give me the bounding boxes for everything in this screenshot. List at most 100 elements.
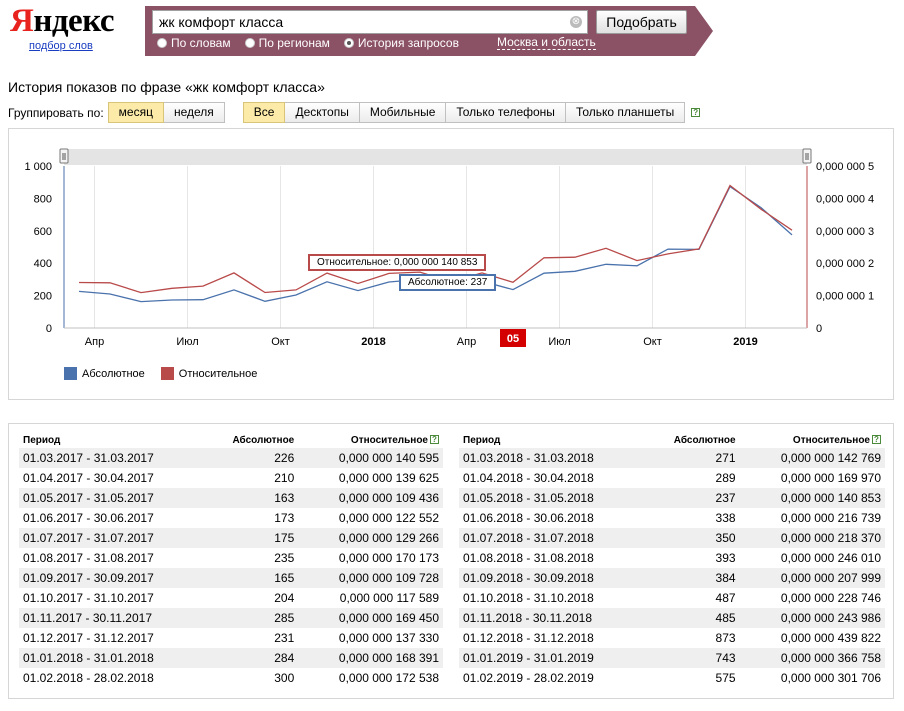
search-input[interactable]: жк комфорт класса ⊗ xyxy=(152,10,588,34)
search-mode-0[interactable]: По словам xyxy=(157,36,231,50)
relative-cell: 0,000 000 207 999 xyxy=(739,568,885,588)
radio-icon[interactable] xyxy=(244,38,255,48)
absolute-cell: 285 xyxy=(204,608,299,628)
history-table: Период Абсолютное Относительное? 01.03.2017… xyxy=(8,423,894,699)
relative-cell: 0,000 000 218 370 xyxy=(739,528,885,548)
y-right-tick-label: 0,000 000 5 xyxy=(816,161,874,173)
table-row: 01.10.2017 - 31.10.2017 204 0,000 000 117 … xyxy=(19,588,443,608)
table-header-row: Период Абсолютное Относительное? xyxy=(19,432,443,448)
period-cell: 01.09.2018 - 30.09.2018 xyxy=(459,568,646,588)
range-handle-icon[interactable] xyxy=(59,148,69,164)
device-option-4[interactable]: Только планшеты xyxy=(565,102,686,123)
help-icon[interactable]: ? xyxy=(430,435,439,445)
table-row: 01.09.2018 - 30.09.2018 384 0,000 000 207 … xyxy=(459,568,885,588)
device-option-3[interactable]: Только телефоны xyxy=(446,102,566,123)
relative-cell: 0,000 000 122 552 xyxy=(338,511,439,525)
absolute-cell: 165 xyxy=(204,568,299,588)
help-icon[interactable]: ? xyxy=(872,435,881,445)
yandex-logo[interactable]: Яндекс подбор слов xyxy=(10,2,120,52)
table-row: 01.07.2018 - 31.07.2018 350 0,000 000 218 … xyxy=(459,528,885,548)
table-row: 01.02.2018 - 28.02.2018 300 0,000 000 172 … xyxy=(19,668,443,688)
device-option-0[interactable]: Все xyxy=(242,102,286,123)
help-icon[interactable]: ? xyxy=(691,108,701,117)
relative-cell: 0,000 000 137 330 xyxy=(338,631,439,645)
y-right-tick-label: 0,000 000 1 xyxy=(816,291,874,303)
search-mode-2[interactable]: История запросов xyxy=(343,36,459,50)
period-header: Период xyxy=(23,434,61,446)
region-selector[interactable]: Москва и область xyxy=(497,35,596,50)
absolute-cell: 175 xyxy=(204,528,299,548)
relative-cell: 0,000 000 301 706 xyxy=(780,671,881,685)
table-row: 01.11.2018 - 30.11.2018 485 0,000 000 243 … xyxy=(459,608,885,628)
period-cell: 01.06.2018 - 30.06.2018 xyxy=(463,511,594,525)
table-row: 01.01.2019 - 31.01.2019 743 0,000 000 366 … xyxy=(459,648,885,668)
relative-header-label: Относительное xyxy=(350,434,428,446)
search-mode-label: История запросов xyxy=(357,36,459,50)
search-mode-1[interactable]: По регионам xyxy=(244,36,330,50)
absolute-cell: 173 xyxy=(274,511,295,525)
device-option-1[interactable]: Десктопы xyxy=(285,102,360,123)
relative-cell: 0,000 000 172 538 xyxy=(338,671,439,685)
chart-legend: Абсолютное Относительное xyxy=(64,367,273,380)
y-right-tick-label: 0,000 000 2 xyxy=(816,258,874,270)
relative-cell: 0,000 000 142 769 xyxy=(739,448,885,468)
period-cell: 01.12.2017 - 31.12.2017 xyxy=(23,631,154,645)
relative-cell: 0,000 000 117 589 xyxy=(339,591,439,605)
relative-cell: 0,000 000 366 758 xyxy=(739,648,885,668)
search-panel: жк комфорт класса ⊗ Подобрать По словам П… xyxy=(145,6,713,56)
selected-month-label: 05 xyxy=(507,333,519,345)
tooltip-absolute: Абсолютное: 237 xyxy=(399,273,497,291)
x-tick-label: Июл xyxy=(176,336,198,348)
period-cell: 01.11.2018 - 30.11.2018 xyxy=(459,608,646,628)
relative-cell: 0,000 000 170 173 xyxy=(338,551,439,565)
relative-cell: 0,000 000 169 450 xyxy=(298,608,443,628)
table-row: 01.03.2018 - 31.03.2018 271 0,000 000 142 … xyxy=(459,448,885,468)
period-cell: 01.05.2017 - 31.05.2017 xyxy=(19,488,205,508)
wordstat-link[interactable]: подбор слов xyxy=(29,40,93,52)
period-cell: 01.05.2018 - 31.05.2018 xyxy=(459,488,646,508)
grouping-option-0[interactable]: месяц xyxy=(107,102,164,123)
selected-month-marker xyxy=(500,329,526,347)
table-row: 01.03.2017 - 31.03.2017 226 0,000 000 140 … xyxy=(19,448,443,468)
relative-cell: 0,000 000 140 853 xyxy=(739,488,885,508)
absolute-cell: 873 xyxy=(715,631,736,645)
legend-item-1[interactable]: Относительное xyxy=(160,367,257,380)
table-row: 01.08.2017 - 31.08.2017 235 0,000 000 170 … xyxy=(19,548,443,568)
radio-icon[interactable] xyxy=(157,38,167,48)
range-handle-icon[interactable] xyxy=(802,148,812,164)
period-cell: 01.08.2018 - 31.08.2018 xyxy=(463,551,594,565)
absolute-cell: 743 xyxy=(645,648,740,668)
legend-item-0[interactable]: Абсолютное xyxy=(64,367,145,380)
relative-header: Относительное? xyxy=(298,432,443,448)
radio-icon[interactable] xyxy=(343,38,354,48)
period-cell: 01.10.2018 - 31.10.2018 xyxy=(463,591,594,605)
grouping-option-1[interactable]: неделя xyxy=(163,102,225,123)
absolute-cell: 338 xyxy=(715,511,736,525)
device-filter: Все Десктопы Мобильные Только телефоны Тольк… xyxy=(242,102,686,123)
table-row: 01.07.2017 - 31.07.2017 175 0,000 000 129 … xyxy=(19,528,443,548)
table-row: 01.01.2018 - 31.01.2018 284 0,000 000 168 … xyxy=(19,648,443,668)
y-left-tick-label: 800 xyxy=(34,193,52,205)
x-tick-label: Апр xyxy=(85,336,104,348)
group-by-label: Группировать по: xyxy=(8,105,104,120)
submit-button[interactable]: Подобрать xyxy=(596,10,687,34)
absolute-cell: 226 xyxy=(204,448,299,468)
history-chart-svg: 0 200 400 600 800 1 000 0 0,000 000 1 0,000 000 … xyxy=(24,148,874,348)
legend-label: Абсолютное xyxy=(82,367,145,380)
x-tick-label: 2019 xyxy=(733,336,757,348)
device-option-2[interactable]: Мобильные xyxy=(359,102,447,123)
period-cell: 01.04.2017 - 30.04.2017 xyxy=(23,471,154,485)
filter-controls: Группировать по: месяц неделя Все Десктопы… xyxy=(8,102,701,123)
clear-icon[interactable]: ⊗ xyxy=(570,16,582,28)
legend-swatch xyxy=(64,367,77,380)
x-tick-label: Июл xyxy=(548,336,570,348)
y-right-tick-label: 0,000 000 4 xyxy=(816,193,874,205)
table-row: 01.12.2018 - 31.12.2018 873 0,000 000 439 … xyxy=(459,628,885,648)
search-input-value: жк комфорт класса xyxy=(159,14,284,30)
period-cell: 01.01.2019 - 31.01.2019 xyxy=(459,648,646,668)
absolute-cell: 284 xyxy=(204,648,299,668)
legend-swatch xyxy=(160,367,174,380)
range-navigator[interactable] xyxy=(64,149,807,165)
period-cell: 01.03.2017 - 31.03.2017 xyxy=(19,448,205,468)
relative-cell: 0,000 000 246 010 xyxy=(780,551,881,565)
